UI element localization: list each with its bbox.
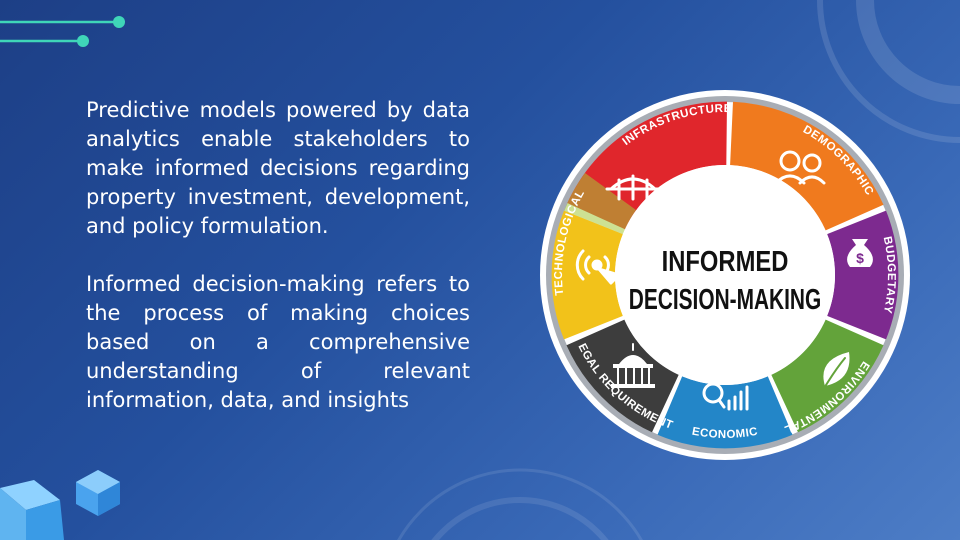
bottom-arcs-icon — [397, 468, 643, 540]
segment-economic — [657, 376, 793, 449]
segment-demographic — [730, 101, 884, 231]
segment-technological-shade — [564, 173, 636, 235]
cube-icon — [0, 480, 64, 540]
decision-wheel: INFRASTRUCTURE DEMOGRAPHIC BUDGETARY ENV… — [540, 90, 910, 460]
label-economic: ECONOMIC — [691, 426, 759, 441]
svg-text:$: $ — [856, 250, 864, 266]
signal-icon — [575, 249, 621, 285]
segment-budgetary — [827, 210, 899, 340]
segment-technological — [551, 210, 623, 340]
center-title-line-2: DECISION-MAKING — [629, 284, 821, 316]
label-budgetary: BUDGETARY — [881, 235, 897, 314]
svg-text:ECONOMIC: ECONOMIC — [691, 426, 759, 441]
text-content: Predictive models powered by data analyt… — [86, 96, 470, 444]
segment-legal-requirements — [566, 319, 679, 433]
paragraph-predictive-models: Predictive models powered by data analyt… — [86, 98, 470, 238]
wheel-center-circle — [615, 165, 835, 385]
accent-lines — [0, 16, 125, 47]
small-cube-icon — [76, 470, 120, 516]
center-title-line-1: INFORMED — [662, 245, 789, 278]
bridge-icon — [605, 174, 661, 201]
capitol-icon — [611, 343, 655, 388]
svg-text:BUDGETARY: BUDGETARY — [881, 235, 897, 314]
leaf-icon — [822, 352, 850, 391]
money-bag-icon: $ — [847, 239, 873, 267]
paragraph-informed-decision-making: Informed decision-making refers to the p… — [86, 272, 470, 412]
magnifier-chart-icon — [702, 382, 749, 411]
